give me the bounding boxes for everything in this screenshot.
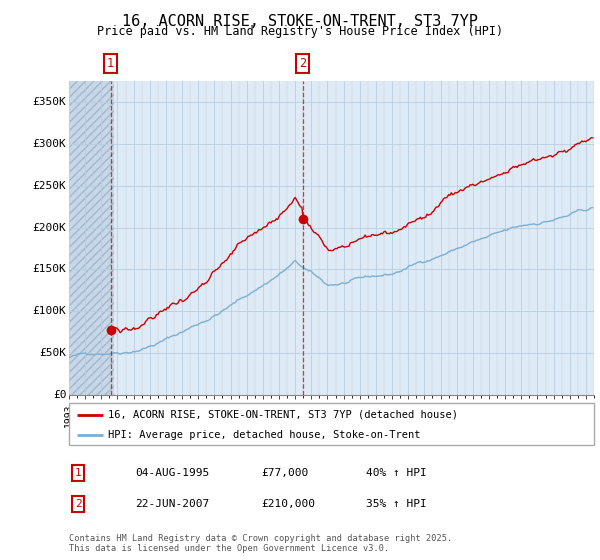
Text: £77,000: £77,000 xyxy=(261,468,308,478)
Text: £100K: £100K xyxy=(32,306,67,316)
Text: 16, ACORN RISE, STOKE-ON-TRENT, ST3 7YP: 16, ACORN RISE, STOKE-ON-TRENT, ST3 7YP xyxy=(122,14,478,29)
Text: £50K: £50K xyxy=(40,348,67,358)
Text: 35% ↑ HPI: 35% ↑ HPI xyxy=(366,499,427,509)
Text: 2: 2 xyxy=(74,499,82,509)
Bar xyxy=(69,81,114,395)
Text: 22-JUN-2007: 22-JUN-2007 xyxy=(135,499,209,509)
Text: Contains HM Land Registry data © Crown copyright and database right 2025.
This d: Contains HM Land Registry data © Crown c… xyxy=(69,534,452,553)
Text: £150K: £150K xyxy=(32,264,67,274)
Text: 2: 2 xyxy=(299,57,307,70)
Text: 04-AUG-1995: 04-AUG-1995 xyxy=(135,468,209,478)
Text: Price paid vs. HM Land Registry's House Price Index (HPI): Price paid vs. HM Land Registry's House … xyxy=(97,25,503,38)
Text: £250K: £250K xyxy=(32,181,67,191)
Text: £300K: £300K xyxy=(32,139,67,149)
Text: 40% ↑ HPI: 40% ↑ HPI xyxy=(366,468,427,478)
Text: 1: 1 xyxy=(107,57,114,70)
Text: 1: 1 xyxy=(74,468,82,478)
Text: £350K: £350K xyxy=(32,97,67,107)
Text: £200K: £200K xyxy=(32,222,67,232)
Text: HPI: Average price, detached house, Stoke-on-Trent: HPI: Average price, detached house, Stok… xyxy=(109,430,421,440)
Text: 16, ACORN RISE, STOKE-ON-TRENT, ST3 7YP (detached house): 16, ACORN RISE, STOKE-ON-TRENT, ST3 7YP … xyxy=(109,409,458,419)
FancyBboxPatch shape xyxy=(69,403,594,445)
Text: £0: £0 xyxy=(53,390,67,400)
Text: £210,000: £210,000 xyxy=(261,499,315,509)
